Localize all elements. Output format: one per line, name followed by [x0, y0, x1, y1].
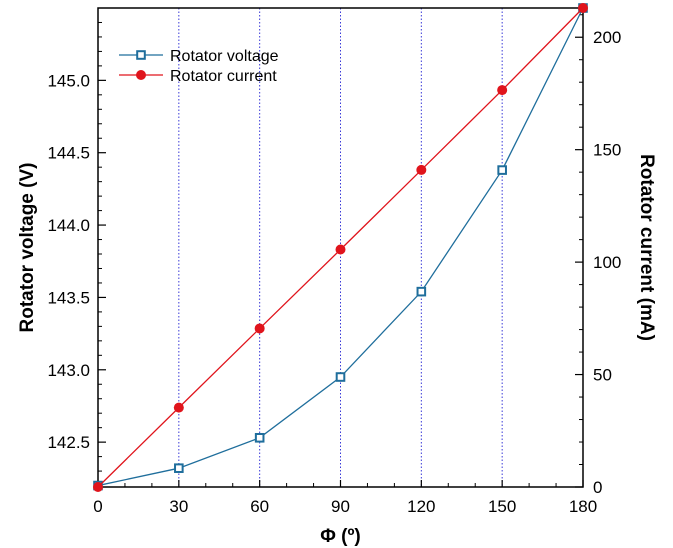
rotator-current-point [578, 3, 588, 13]
left-y-tick-label: 142.5 [47, 433, 90, 452]
x-tick-label: 60 [250, 497, 269, 516]
right-y-tick-label: 0 [593, 478, 602, 497]
right-y-axis-title: Rotator current (mA) [636, 154, 657, 341]
rotator-voltage-point [174, 463, 184, 473]
rotator-voltage-point [254, 432, 265, 443]
x-tick-label: 0 [93, 497, 102, 516]
series-layer [93, 3, 588, 492]
left-y-axis-title: Rotator voltage (V) [17, 163, 38, 333]
rotator-current-legend-marker [136, 70, 146, 80]
x-tick-label: 120 [407, 497, 435, 516]
left-y-tick-label: 143.5 [47, 288, 90, 307]
rotator-current-point [173, 402, 184, 413]
rotator-current-point [497, 85, 508, 96]
left-y-tick-label: 144.5 [47, 144, 90, 163]
rotator-voltage-point [497, 165, 507, 175]
right-y-tick-label: 50 [593, 366, 612, 385]
rotator-current-point [254, 323, 265, 334]
x-tick-label: 150 [488, 497, 516, 516]
rotator-current-legend-label: Rotator current [170, 68, 277, 85]
left-y-tick-label: 143.0 [47, 361, 90, 380]
x-tick-label: 90 [331, 497, 350, 516]
rotator-current-point [335, 244, 346, 255]
rotator-voltage-point [416, 286, 427, 297]
rotator-voltage-point [335, 372, 346, 382]
left-y-tick-label: 144.0 [47, 216, 90, 235]
x-tick-label: 30 [169, 497, 188, 516]
rotator-voltage-legend-marker [136, 50, 146, 60]
rotator-current-point [416, 164, 427, 175]
legend: Rotator voltage Rotator current [119, 48, 279, 85]
left-y-tick-label: 145.0 [47, 71, 90, 90]
rotator-current-point [93, 482, 103, 492]
x-axis-title: Φ (º) [320, 526, 360, 547]
axis-ticks: 0 30 60 90 120 150 180 142.5 143.0 143.5 144.0 144.… [47, 14, 621, 516]
right-y-tick-label: 150 [593, 141, 621, 160]
rotator-voltage-legend-label: Rotator voltage [170, 48, 279, 65]
x-tick-label: 180 [569, 497, 597, 516]
right-y-tick-label: 200 [593, 28, 621, 47]
right-y-tick-label: 100 [593, 253, 621, 272]
